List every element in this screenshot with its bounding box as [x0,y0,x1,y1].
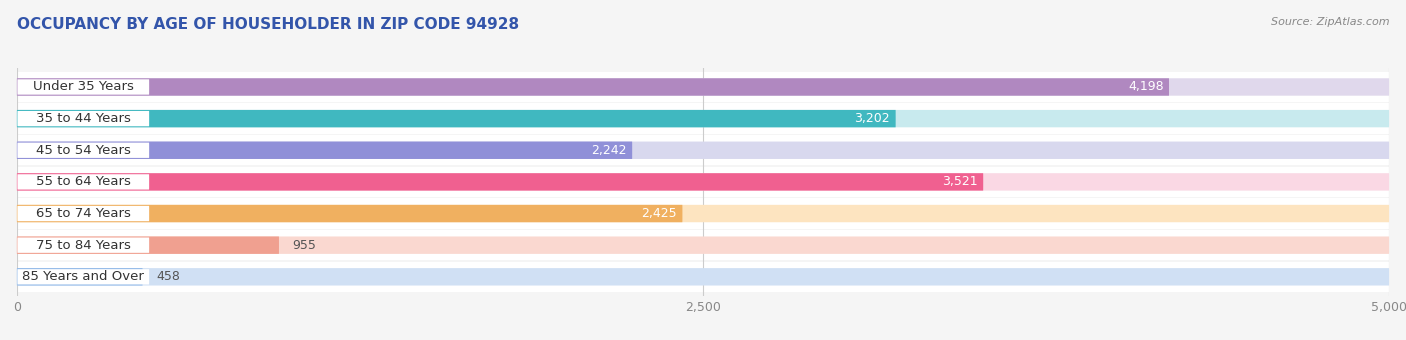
Text: 2,242: 2,242 [591,144,627,157]
Text: 45 to 54 Years: 45 to 54 Years [35,144,131,157]
FancyBboxPatch shape [17,206,149,221]
FancyBboxPatch shape [17,79,149,95]
Text: 4,198: 4,198 [1128,81,1164,94]
FancyBboxPatch shape [17,167,1389,197]
FancyBboxPatch shape [17,205,682,222]
FancyBboxPatch shape [17,237,278,254]
Text: 2,425: 2,425 [641,207,676,220]
FancyBboxPatch shape [17,268,142,286]
Text: 458: 458 [156,270,180,283]
Text: 955: 955 [292,239,316,252]
FancyBboxPatch shape [17,103,1389,134]
Text: Under 35 Years: Under 35 Years [32,81,134,94]
Text: 3,521: 3,521 [942,175,977,188]
Text: 65 to 74 Years: 65 to 74 Years [35,207,131,220]
FancyBboxPatch shape [17,78,1168,96]
FancyBboxPatch shape [17,173,1389,191]
FancyBboxPatch shape [17,141,1389,159]
Text: OCCUPANCY BY AGE OF HOUSEHOLDER IN ZIP CODE 94928: OCCUPANCY BY AGE OF HOUSEHOLDER IN ZIP C… [17,17,519,32]
FancyBboxPatch shape [17,135,1389,166]
Text: 55 to 64 Years: 55 to 64 Years [35,175,131,188]
FancyBboxPatch shape [17,111,149,126]
Text: 35 to 44 Years: 35 to 44 Years [35,112,131,125]
FancyBboxPatch shape [17,110,896,127]
FancyBboxPatch shape [17,141,633,159]
FancyBboxPatch shape [17,262,1389,292]
FancyBboxPatch shape [17,174,149,190]
FancyBboxPatch shape [17,142,149,158]
Text: 3,202: 3,202 [855,112,890,125]
FancyBboxPatch shape [17,78,1389,96]
Text: 85 Years and Over: 85 Years and Over [22,270,145,283]
FancyBboxPatch shape [17,268,1389,286]
FancyBboxPatch shape [17,205,1389,222]
FancyBboxPatch shape [17,269,149,285]
FancyBboxPatch shape [17,110,1389,127]
Text: 75 to 84 Years: 75 to 84 Years [35,239,131,252]
FancyBboxPatch shape [17,72,1389,102]
FancyBboxPatch shape [17,230,1389,260]
FancyBboxPatch shape [17,198,1389,229]
FancyBboxPatch shape [17,237,1389,254]
Text: Source: ZipAtlas.com: Source: ZipAtlas.com [1271,17,1389,27]
FancyBboxPatch shape [17,238,149,253]
FancyBboxPatch shape [17,173,983,191]
